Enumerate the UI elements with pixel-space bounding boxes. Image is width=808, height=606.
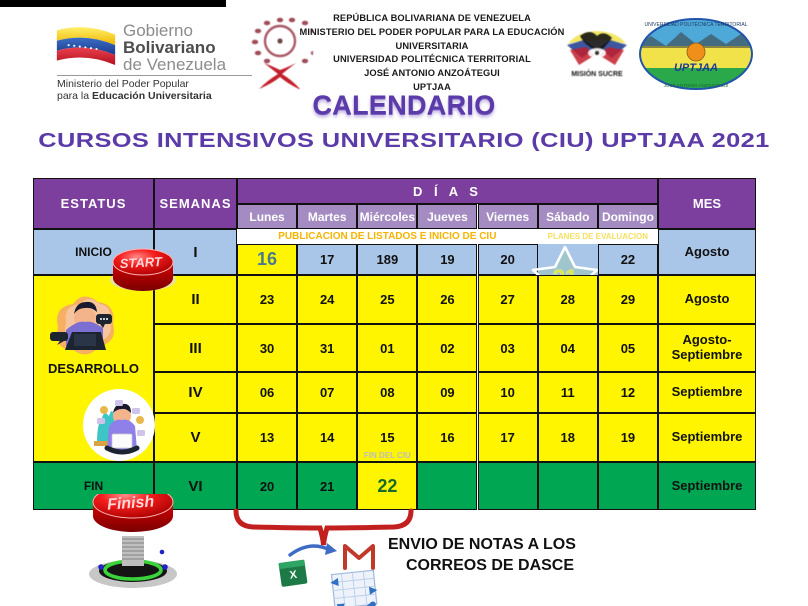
svg-text:START: START [119, 254, 163, 271]
svg-text:Finish: Finish [107, 494, 155, 514]
